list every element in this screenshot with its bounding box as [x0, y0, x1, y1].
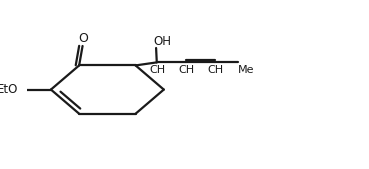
Text: OH: OH — [153, 35, 171, 48]
Text: EtO: EtO — [0, 83, 18, 96]
Text: CH: CH — [207, 65, 223, 75]
Text: CH: CH — [178, 65, 194, 75]
Text: CH: CH — [149, 65, 165, 75]
Text: O: O — [78, 32, 88, 45]
Text: Me: Me — [238, 65, 254, 75]
